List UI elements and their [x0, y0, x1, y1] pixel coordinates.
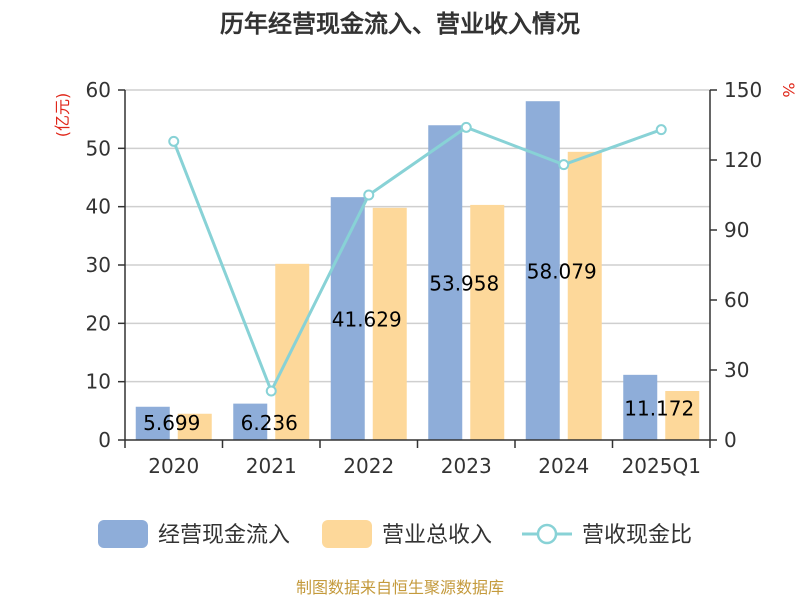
source-note: 制图数据来自恒生聚源数据库	[296, 578, 504, 597]
x-tick-label-2023: 2023	[441, 454, 492, 478]
ratio-line-path	[172, 125, 662, 395]
ratio-point-2021	[265, 385, 277, 397]
chart-title: 历年经营现金流入、营业收入情况	[220, 10, 580, 38]
bars	[135, 101, 700, 441]
left-tick-label-2: 20	[86, 311, 111, 335]
data-labels: 5.699 6.236 41.629 53.958 58.079 11.172	[143, 260, 694, 435]
data-label-2021: 6.236	[241, 411, 298, 435]
bar-revenue-2024	[567, 151, 602, 441]
legend-label-revenue: 营业总收入	[382, 523, 492, 548]
ratio-point-2023	[460, 121, 472, 133]
ratio-point-2024	[558, 159, 570, 171]
left-tick-label-4: 40	[86, 195, 111, 219]
legend-label-ratio: 营收现金比	[582, 523, 692, 548]
bar-cash-inflow-2020	[135, 406, 170, 440]
bar-revenue-2023	[470, 204, 505, 440]
left-axis-unit: (亿元)	[53, 93, 72, 138]
ratio-point-2022	[363, 189, 375, 201]
left-tick-label-6: 60	[86, 78, 111, 102]
grid	[125, 89, 710, 383]
ratio-point-2020	[168, 135, 180, 147]
data-label-2025Q1: 11.172	[624, 396, 694, 420]
data-label-2024: 58.079	[527, 260, 597, 284]
right-tick-label-5: 150	[724, 78, 762, 102]
x-tick-label-2020: 2020	[148, 454, 199, 478]
data-label-2020: 5.699	[143, 411, 200, 435]
bar-revenue-2025Q1	[665, 391, 700, 440]
right-tick-label-4: 120	[724, 148, 762, 172]
left-tick-label-1: 10	[86, 370, 111, 394]
legend-swatch-cash-inflow	[98, 520, 148, 548]
x-tick-label-2021: 2021	[246, 454, 297, 478]
data-label-2023: 53.958	[429, 272, 499, 296]
right-tick-label-1: 30	[724, 358, 749, 382]
bar-revenue-2022	[372, 207, 407, 440]
legend: 经营现金流入 营业总收入 营收现金比	[98, 520, 692, 548]
x-tick-label-2022: 2022	[343, 454, 394, 478]
bar-cash-inflow-2023	[428, 125, 463, 441]
left-tick-label-0: 0	[98, 428, 111, 452]
axes: 0 10 20 30 40 50 60 0 30 60 90 120 150 2020 2021 2022 20…	[86, 78, 763, 478]
x-tick-label-2024: 2024	[538, 454, 589, 478]
legend-swatch-revenue	[322, 520, 372, 548]
ratio-line	[168, 121, 667, 397]
bar-cash-inflow-2021	[233, 403, 268, 440]
right-tick-label-0: 0	[724, 428, 737, 452]
right-tick-label-2: 60	[724, 288, 749, 312]
legend-label-cash-inflow: 经营现金流入	[158, 523, 290, 548]
right-axis-unit: %	[779, 82, 798, 97]
left-tick-label-3: 30	[86, 253, 111, 277]
left-tick-label-5: 50	[86, 136, 111, 160]
bar-cash-inflow-2025Q1	[623, 374, 658, 440]
data-label-2022: 41.629	[332, 308, 402, 332]
right-tick-label-3: 90	[724, 218, 749, 242]
bar-revenue-2020	[177, 413, 212, 440]
legend-swatch-ratio-marker	[536, 523, 558, 545]
ratio-point-2025Q1	[655, 124, 667, 136]
x-tick-label-2025Q1: 2025Q1	[622, 454, 701, 478]
